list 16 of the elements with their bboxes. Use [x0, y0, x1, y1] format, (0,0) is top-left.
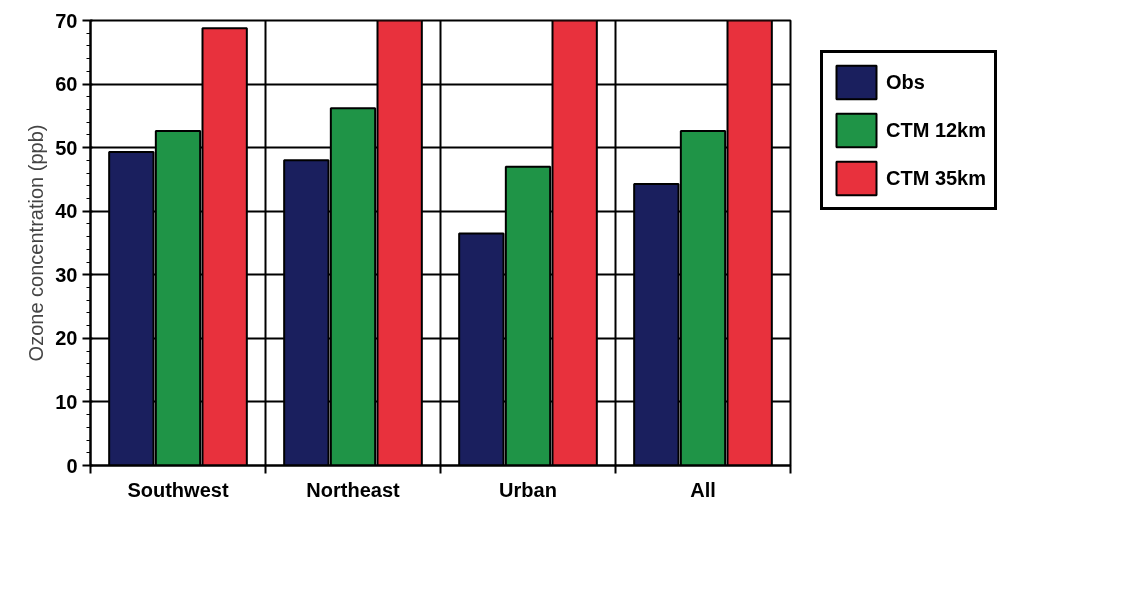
y-tick-label: 40: [55, 200, 78, 223]
y-tick-label: 50: [55, 136, 78, 159]
y-tick-label: 30: [55, 263, 78, 286]
x-tick-label: Southwest: [127, 478, 229, 501]
x-tick-label: Urban: [499, 478, 557, 501]
y-axis-title: Ozone concentration (ppb): [25, 124, 48, 362]
y-tick-label: 20: [55, 327, 78, 350]
legend-label: CTM 12km: [886, 118, 987, 142]
x-tick-label: Northeast: [306, 478, 401, 501]
legend-label: Obs: [886, 70, 925, 94]
y-tick-label: 10: [55, 390, 78, 413]
x-tick-label: All: [690, 478, 716, 501]
y-tick-label: 60: [55, 73, 78, 96]
legend-label: CTM 35km: [886, 166, 987, 190]
y-tick-label: 0: [66, 454, 78, 477]
y-tick-label: 70: [55, 9, 78, 32]
